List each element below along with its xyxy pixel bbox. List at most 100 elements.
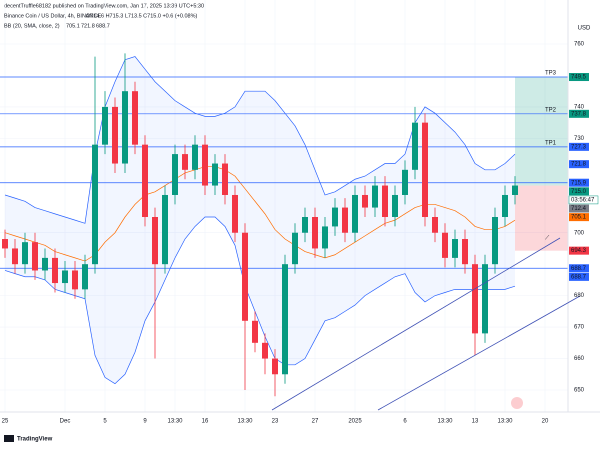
indicator-value: 688.7 (96, 23, 110, 29)
countdown: 03:56:47 (571, 197, 595, 203)
price-tag-label: 727.3 (571, 144, 587, 150)
candle-body (292, 232, 298, 265)
price-tag (569, 178, 589, 187)
band-fill (5, 56, 515, 384)
level-label: TP1 (545, 140, 557, 146)
candle-body (42, 257, 48, 271)
candle-body (492, 217, 498, 265)
candle-body (282, 264, 288, 375)
trend-marker: ⟋ (545, 235, 550, 242)
published-note: decentTruffle68182 published on TradingV… (4, 3, 204, 9)
bb-basis (4, 166, 516, 262)
candle-body (2, 239, 8, 249)
x-tick-label: 23 (272, 419, 279, 425)
x-tick-label: 20 (542, 419, 549, 425)
candle-body (222, 163, 228, 195)
price-tag-label: 749.5 (571, 75, 587, 81)
price-tag-label: 688.7 (571, 266, 587, 272)
candle-body (392, 194, 398, 217)
candle-body (302, 217, 308, 233)
candle-body (52, 257, 58, 284)
ohlc: O714.6 H715.3 L713.5 C715.0 +0.6 (+0.08%… (86, 13, 197, 19)
candle-body (172, 154, 178, 195)
candle-body (72, 270, 78, 290)
currency-label: USD (578, 26, 591, 32)
chart-title: Binance Coin / US Dollar, 4h, BINANCE (4, 13, 102, 19)
candle-body (182, 154, 188, 170)
level-label: TP2 (545, 107, 557, 113)
candle-body (252, 320, 258, 343)
candle-body (142, 144, 148, 217)
price-tag (569, 73, 589, 82)
candle-body (22, 242, 28, 265)
trendline (377, 295, 581, 411)
price-tag-label: 694.3 (571, 248, 587, 254)
candle-body (352, 194, 358, 233)
x-tick-label: 9 (143, 419, 147, 425)
candle-body (402, 169, 408, 195)
y-tick-label: 680 (574, 293, 585, 299)
price-tag-label: 712.4 (571, 206, 587, 212)
candle-body (322, 226, 328, 249)
candle-body (452, 239, 458, 258)
candle-body (152, 217, 158, 265)
price-tag (569, 204, 589, 213)
indicator-title: BB (20, SMA, close, 2) (4, 23, 60, 29)
x-tick-label: 2025 (348, 419, 362, 425)
candle-body (432, 217, 438, 233)
target-zone (515, 77, 568, 186)
plot: TP3 TP2 TP1 (0, 0, 568, 412)
price-tag (569, 272, 589, 281)
y-tick-label: 650 (574, 388, 585, 394)
x-tick-label: 6 (403, 419, 407, 425)
candle-body (202, 144, 208, 186)
x-tick-label: 13:30 (497, 419, 513, 425)
indicator-value: 721.8 (81, 23, 95, 29)
candle-body (262, 342, 268, 359)
price-tag-label: 737.8 (571, 111, 587, 117)
x-tick-label: 16 (202, 419, 209, 425)
x-tick-label: 13:30 (237, 419, 253, 425)
price-tag-label: 715.9 (571, 180, 587, 186)
stop-zone (515, 185, 568, 251)
candle-body (132, 91, 138, 145)
level-label: TP3 (545, 71, 557, 77)
candle-body (412, 122, 418, 170)
candle-body (232, 194, 238, 233)
x-tick-label: 13:30 (167, 419, 183, 425)
countdown-box (568, 195, 599, 205)
candle-body (212, 163, 218, 186)
logo (4, 435, 14, 442)
x-tick-label: 13 (472, 419, 479, 425)
price-tag (569, 160, 589, 169)
event-icon[interactable] (511, 397, 523, 409)
price-tag (569, 109, 589, 118)
candle-body (482, 264, 488, 334)
brand: TradingView (17, 437, 53, 443)
y-tick-label: 670 (574, 325, 585, 331)
candle-body (382, 185, 388, 217)
y-tick-label: 700 (574, 230, 585, 236)
candle-body (472, 264, 478, 334)
price-tag-label: 705.1 (571, 215, 587, 221)
candle-body (462, 239, 468, 265)
x-tick-label: 5 (103, 419, 107, 425)
candle-body (362, 194, 368, 208)
candle-body (442, 232, 448, 258)
y-tick-label: 740 (574, 104, 585, 110)
candle-body (192, 144, 198, 170)
y-tick-label: 760 (574, 42, 585, 48)
candle-body (12, 248, 18, 265)
candle-body (162, 194, 168, 265)
price-tag (569, 187, 589, 196)
bb-upper (4, 56, 516, 224)
candle-body (92, 144, 98, 265)
candle-body (32, 242, 38, 271)
indicator-value: 705.1 (66, 23, 80, 29)
candle-body (512, 185, 518, 195)
y-tick-label: 730 (574, 136, 585, 142)
y-tick-label: 660 (574, 356, 585, 362)
price-tag (569, 246, 589, 255)
candle-body (272, 358, 278, 375)
